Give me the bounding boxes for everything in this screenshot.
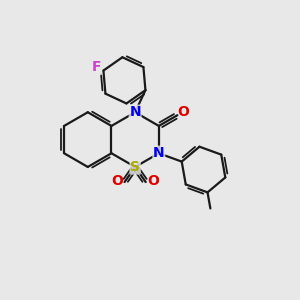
Text: S: S [130,160,140,174]
Text: O: O [112,174,123,188]
Text: N: N [129,105,141,119]
Text: O: O [177,105,189,119]
Text: F: F [92,60,101,74]
Text: O: O [147,174,159,188]
Text: N: N [153,146,165,160]
